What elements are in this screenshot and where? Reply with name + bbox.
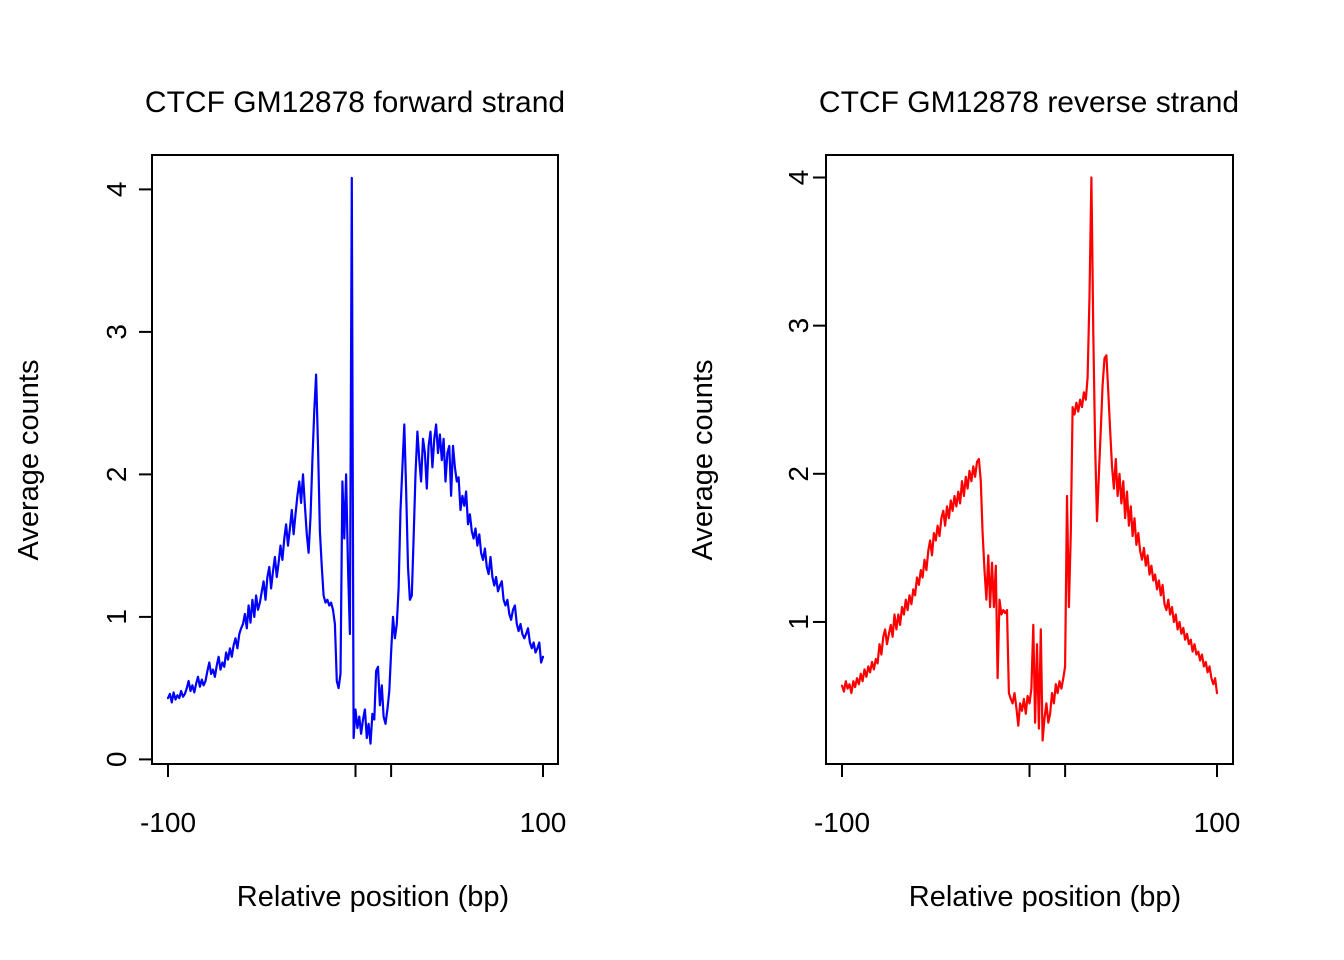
y-tick-label: 0 [101, 752, 132, 768]
plot-box [825, 154, 1234, 765]
x-tick-label: -100 [140, 807, 196, 838]
chart-panel-reverse: CTCF GM12878 reverse strand Average coun… [687, 86, 1240, 913]
chart-title-reverse: CTCF GM12878 reverse strand [819, 86, 1239, 119]
y-tick-label: 2 [101, 467, 132, 483]
x-tick-label: -100 [814, 807, 870, 838]
series-line-reverse [840, 176, 1219, 742]
chart-panel-forward: CTCF GM12878 forward strand Average coun… [13, 86, 566, 913]
y-axis-label-reverse: Average counts [687, 360, 719, 561]
y-tick-label: 1 [783, 614, 814, 630]
x-tick-label: 100 [1194, 807, 1241, 838]
series-line-forward [166, 176, 545, 745]
y-tick-label: 3 [783, 318, 814, 334]
y-tick-label: 4 [101, 182, 132, 198]
axes-forward: 0 1 2 3 4 -100 100 [101, 154, 567, 838]
chart-title-forward: CTCF GM12878 forward strand [145, 86, 565, 119]
y-tick-label: 3 [101, 324, 132, 340]
x-axis-label-forward: Relative position (bp) [237, 881, 509, 913]
axes-reverse: 1 2 3 4 -100 100 [783, 154, 1241, 838]
x-tick-label: 100 [520, 807, 567, 838]
x-axis-label-reverse: Relative position (bp) [909, 881, 1181, 913]
y-tick-label: 2 [783, 466, 814, 482]
y-tick-label: 4 [783, 170, 814, 186]
y-axis-label-forward: Average counts [13, 360, 45, 561]
y-tick-label: 1 [101, 609, 132, 625]
